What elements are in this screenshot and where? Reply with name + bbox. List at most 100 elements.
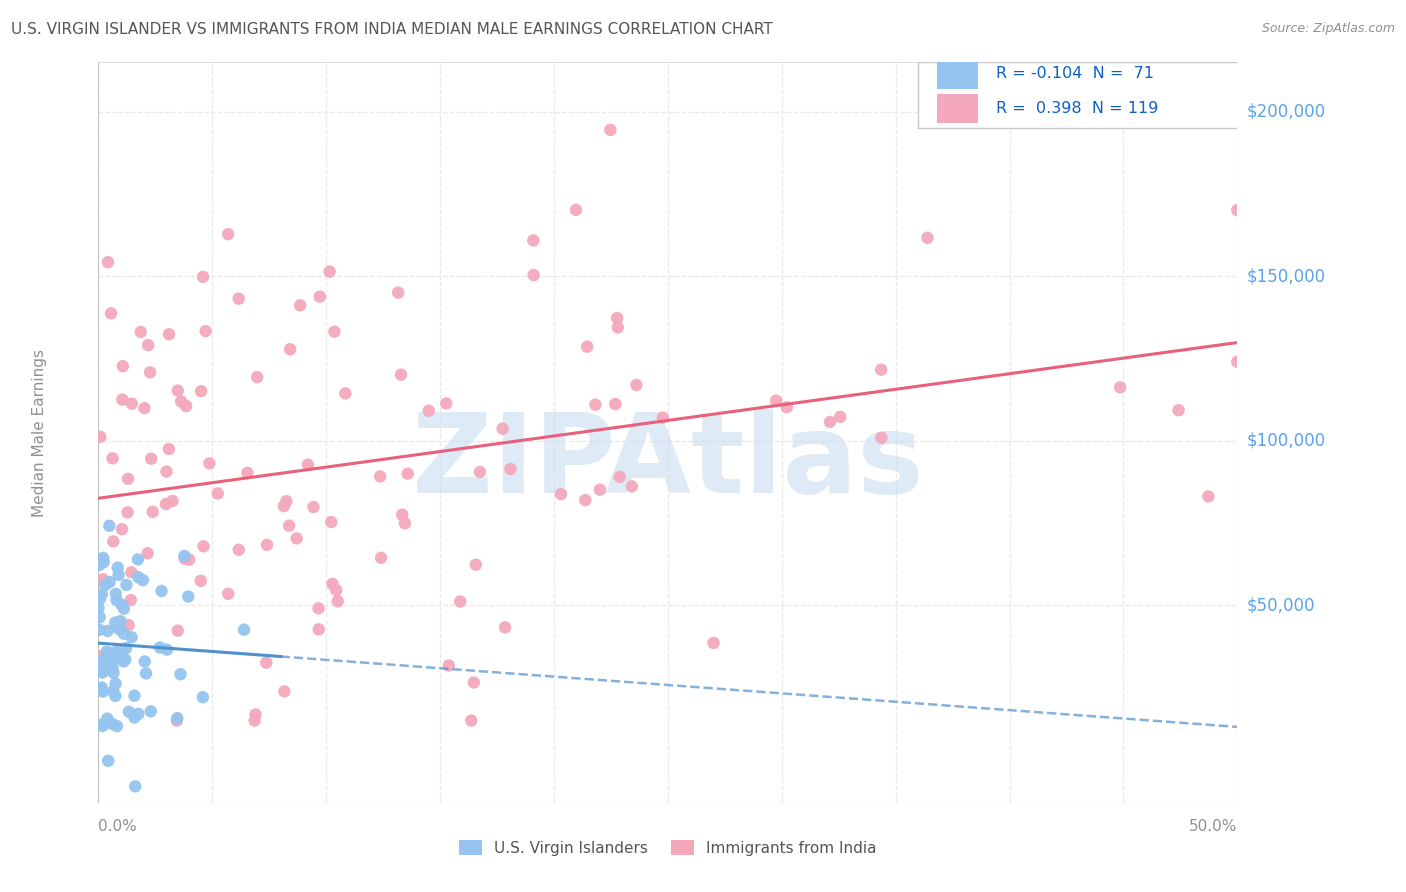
Point xyxy=(326,594,349,608)
Point xyxy=(765,393,787,408)
Point xyxy=(190,574,212,588)
Point xyxy=(463,675,485,690)
Point xyxy=(170,394,193,409)
Point xyxy=(605,397,627,411)
Point xyxy=(177,590,200,604)
Point xyxy=(193,539,215,553)
Point xyxy=(89,610,111,624)
Point xyxy=(574,493,596,508)
Point xyxy=(134,401,156,416)
Point xyxy=(285,532,308,546)
Point xyxy=(97,754,120,768)
Point xyxy=(108,622,131,636)
Point xyxy=(460,714,482,728)
Point xyxy=(155,497,177,511)
Point xyxy=(96,645,118,659)
Point xyxy=(142,505,165,519)
Point xyxy=(132,573,155,587)
Point xyxy=(256,538,278,552)
Point xyxy=(391,508,413,522)
Point xyxy=(111,359,134,374)
Point xyxy=(156,642,179,657)
Point xyxy=(96,624,118,638)
Point xyxy=(101,451,124,466)
Point xyxy=(117,618,139,632)
Point xyxy=(104,651,127,665)
Text: R =  0.398  N = 119: R = 0.398 N = 119 xyxy=(995,101,1159,116)
Point xyxy=(101,660,124,674)
Text: $100,000: $100,000 xyxy=(1246,432,1326,450)
Point xyxy=(124,710,146,724)
Point xyxy=(499,462,522,476)
Point xyxy=(228,542,250,557)
Point xyxy=(117,472,139,486)
Point xyxy=(112,654,135,668)
Point xyxy=(136,338,159,352)
Bar xyxy=(936,59,977,89)
Point xyxy=(97,662,120,676)
Point xyxy=(107,568,129,582)
Point xyxy=(89,591,111,606)
Point xyxy=(626,378,648,392)
Text: 0.0%: 0.0% xyxy=(98,819,138,834)
Point xyxy=(394,516,416,531)
Point xyxy=(87,601,110,615)
Point xyxy=(90,681,112,695)
Point xyxy=(1167,403,1189,417)
Point xyxy=(278,343,301,357)
Point xyxy=(120,593,142,607)
Bar xyxy=(936,94,977,123)
Point xyxy=(127,552,149,566)
Point xyxy=(111,392,134,407)
Text: $50,000: $50,000 xyxy=(1246,597,1315,615)
Point xyxy=(166,384,188,398)
Point xyxy=(278,518,301,533)
Point xyxy=(589,483,612,497)
Point xyxy=(870,431,893,445)
Point xyxy=(155,465,177,479)
Text: 50.0%: 50.0% xyxy=(1189,819,1237,834)
Point xyxy=(308,290,330,304)
Point xyxy=(115,578,138,592)
Point xyxy=(157,442,180,456)
FancyBboxPatch shape xyxy=(918,62,1396,128)
Point xyxy=(191,269,214,284)
Point xyxy=(134,655,156,669)
Point xyxy=(437,658,460,673)
Point xyxy=(368,469,391,483)
Point xyxy=(583,398,606,412)
Point xyxy=(101,684,124,698)
Point xyxy=(87,556,110,570)
Point xyxy=(115,641,138,656)
Point xyxy=(114,652,136,666)
Point xyxy=(157,327,180,342)
Point xyxy=(468,465,491,479)
Point xyxy=(565,202,588,217)
Point xyxy=(599,123,621,137)
Point xyxy=(228,292,250,306)
Point xyxy=(818,415,841,429)
Point xyxy=(609,470,631,484)
Point xyxy=(1226,355,1249,369)
Point xyxy=(104,587,127,601)
Point xyxy=(191,690,214,705)
Point xyxy=(162,494,184,508)
Point xyxy=(121,630,143,644)
Point xyxy=(105,593,128,607)
Point xyxy=(297,458,319,472)
Point xyxy=(117,505,139,519)
Point xyxy=(91,550,114,565)
Point xyxy=(91,684,114,698)
Point xyxy=(173,549,195,563)
Point xyxy=(90,659,112,673)
Point xyxy=(104,689,127,703)
Point xyxy=(523,268,546,282)
Point xyxy=(120,566,142,580)
Point xyxy=(464,558,486,572)
Point xyxy=(104,615,127,630)
Point xyxy=(308,601,330,615)
Point xyxy=(124,780,146,794)
Point xyxy=(96,712,118,726)
Point xyxy=(1026,100,1049,114)
Point xyxy=(91,572,114,586)
